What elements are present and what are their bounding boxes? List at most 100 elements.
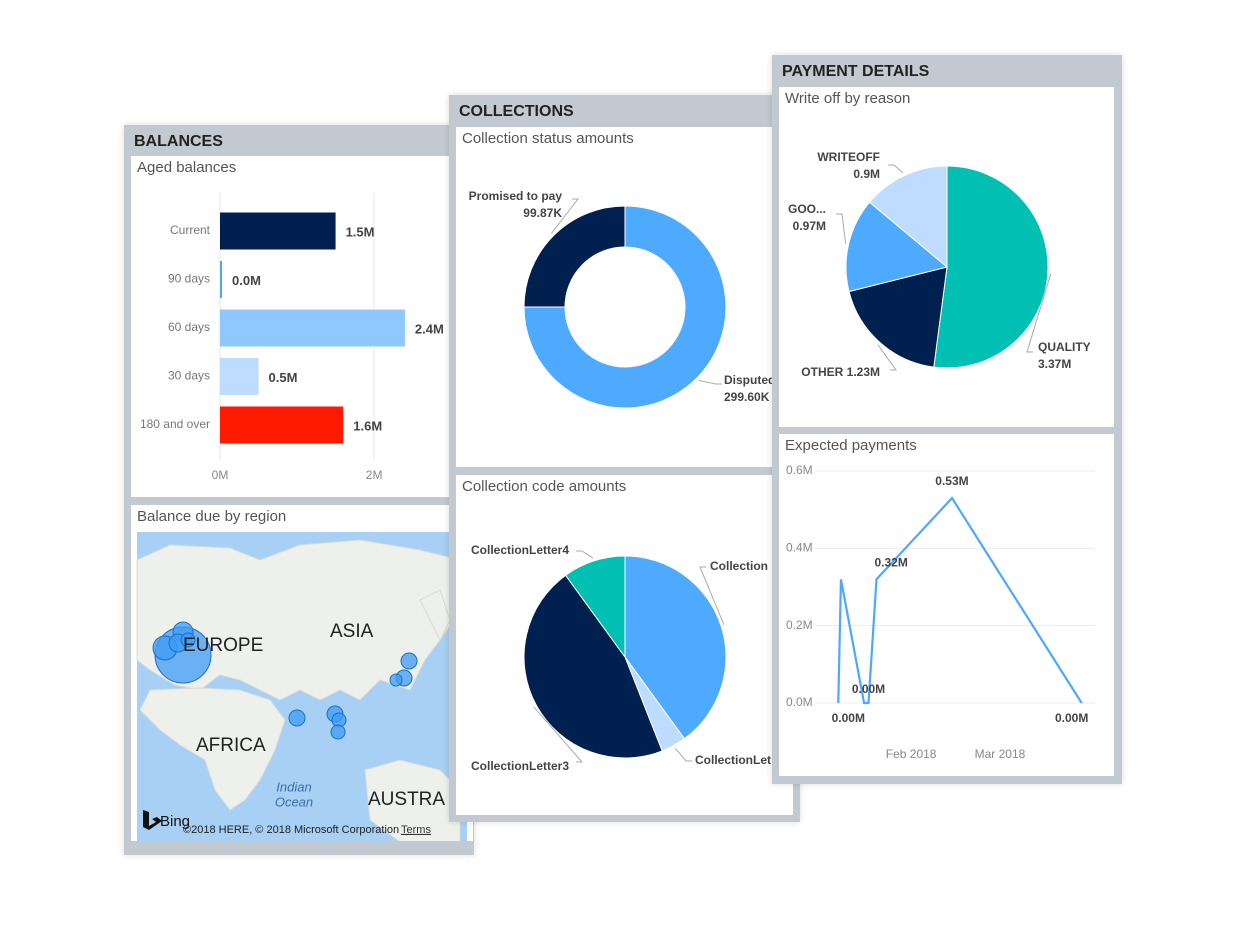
chart-card: Expected payments 0.0M 0.2M 0.4M 0.6M Feb 201… xyxy=(779,434,1114,776)
category-label: CollectionLetter4 xyxy=(471,543,569,557)
bubble xyxy=(180,632,196,648)
bubble xyxy=(400,652,418,670)
category-label: 60 days xyxy=(168,320,210,334)
chart: QUALITY 3.37M OTHER 1.23M GOO... 0.97M WRITEO… xyxy=(788,150,1091,379)
map-label: Ocean xyxy=(275,794,313,809)
category-label: OTHER 1.23M xyxy=(801,365,880,379)
leader-line xyxy=(836,213,847,244)
chart-svg: Collection CollectionLet CollectionLetter3… xyxy=(471,543,771,773)
x-tick-label: Mar 2018 xyxy=(975,747,1026,761)
panel-title: PAYMENT DETAILS xyxy=(782,63,930,80)
bar xyxy=(220,309,405,347)
y-tick-label: 0.2M xyxy=(786,618,813,632)
panel-title: COLLECTIONS xyxy=(459,103,574,120)
y-tick-label: 0.6M xyxy=(786,463,813,477)
land xyxy=(139,687,286,811)
pie-slice xyxy=(933,165,1049,369)
pie-slice xyxy=(523,574,663,759)
leader-line xyxy=(674,747,692,762)
chart-title: Collection status amounts xyxy=(462,130,634,147)
leader-line xyxy=(1026,273,1052,353)
value-label: 99.87K xyxy=(523,206,562,220)
chart-title: Expected payments xyxy=(785,437,917,454)
value-label: 1.23M xyxy=(847,365,880,379)
category-label: WRITEOFF xyxy=(817,150,880,164)
category-label: Disputed xyxy=(724,373,775,387)
chart-card: Collection code amounts Collection Collect… xyxy=(456,475,793,815)
value-label: 1.6M xyxy=(353,418,382,433)
pie-slice xyxy=(868,165,948,269)
chart-svg: 0.0M 0.2M 0.4M 0.6M Feb 2018 Mar 2018 0.00M 0.0… xyxy=(786,463,1095,761)
land xyxy=(136,539,461,701)
x-tick-label: 2M xyxy=(366,468,383,482)
category-label: Collection xyxy=(710,559,768,573)
chart: 0.0M 0.2M 0.4M 0.6M Feb 2018 Mar 2018 0.00M 0.0… xyxy=(786,463,1095,761)
chart: Collection CollectionLet CollectionLetter3… xyxy=(471,543,771,773)
pie-slice xyxy=(845,201,949,293)
map-label: AUSTRA xyxy=(368,789,445,810)
category-label: Promised to pay xyxy=(469,189,563,203)
value-label: 0.9M xyxy=(853,167,880,181)
y-tick-label: 0.4M xyxy=(786,541,813,555)
map-card: Balance due by region EUROPE ASIA AFRICA Ind… xyxy=(131,505,473,841)
panel-title: BALANCES xyxy=(134,133,223,150)
category-label: CollectionLetter3 xyxy=(471,759,569,773)
value-label: 0.32M xyxy=(874,555,907,569)
chart-title: Aged balances xyxy=(137,159,237,176)
bubble xyxy=(288,709,306,727)
value-label: 0.00M xyxy=(852,682,885,696)
bar xyxy=(220,212,336,250)
donut-slice xyxy=(523,205,727,409)
chart-svg: 0M 2M Current 1.5M 90 days 0.0M 60 days 2.4M 30 … xyxy=(140,193,444,482)
value-label: 0.00M xyxy=(1055,711,1088,725)
map-label: EUROPE xyxy=(183,635,263,656)
value-label: 299.60K xyxy=(724,390,770,404)
category-label: 90 days xyxy=(168,272,210,286)
leader-line xyxy=(888,164,904,174)
chart-svg: Disputed 299.60K Promised to pay 99.87K xyxy=(469,189,775,409)
pie-slice xyxy=(848,266,948,368)
value-label: 2.4M xyxy=(415,321,444,336)
chart-svg: QUALITY 3.37M OTHER 1.23M GOO... 0.97M WRITEO… xyxy=(788,150,1091,379)
provider: Bing xyxy=(160,813,190,830)
y-tick-label: 0.0M xyxy=(786,695,813,709)
chart-card: Write off by reason QUALITY 3.37M OTHER 1.2… xyxy=(779,87,1114,427)
value-label: 0.5M xyxy=(269,370,298,385)
line-series xyxy=(837,496,1083,705)
category-label: CollectionLet xyxy=(695,753,771,767)
pie-slice xyxy=(624,555,727,740)
category-label: 180 and over xyxy=(140,417,210,431)
donut-slice xyxy=(523,205,626,308)
leader-line xyxy=(576,550,594,559)
chart-card: Aged balances 0M 2M Current 1.5M 90 days 0.0M 6… xyxy=(131,156,473,497)
bar xyxy=(220,358,259,395)
chart: 0M 2M Current 1.5M 90 days 0.0M 60 days 2.4M 30 … xyxy=(140,193,444,482)
category-label: 30 days xyxy=(168,369,210,383)
category-label: GOO... xyxy=(788,202,826,216)
leader-line xyxy=(699,566,725,626)
map-label: Indian xyxy=(276,779,311,794)
category-label: Current xyxy=(170,223,211,237)
x-tick-label: Feb 2018 xyxy=(886,747,937,761)
value-label: 0.53M xyxy=(935,474,968,488)
chart-card: Collection status amounts Disputed 299.60K… xyxy=(456,127,793,467)
bing-logo xyxy=(143,810,162,830)
map-label: ASIA xyxy=(330,621,374,642)
chart: Disputed 299.60K Promised to pay 99.87K xyxy=(469,189,775,409)
balances-panel: BALANCES Aged balances 0M 2M Current 1.5M 90 … xyxy=(124,125,474,855)
leader-line xyxy=(551,198,580,234)
payment-panel: PAYMENT DETAILS Write off by reason QUALI… xyxy=(772,55,1122,784)
chart-title: Balance due by region xyxy=(137,508,287,525)
value-label: 0.97M xyxy=(793,219,826,233)
bubble xyxy=(389,673,403,687)
collections-panel: COLLECTIONS Collection status amounts Dis… xyxy=(449,95,800,822)
value-label: 1.5M xyxy=(346,224,375,239)
x-tick-label: 0M xyxy=(212,468,229,482)
bubble xyxy=(330,724,346,740)
chart-title: Write off by reason xyxy=(785,90,911,107)
chart-title: Collection code amounts xyxy=(462,478,627,495)
leader-line xyxy=(698,380,722,385)
